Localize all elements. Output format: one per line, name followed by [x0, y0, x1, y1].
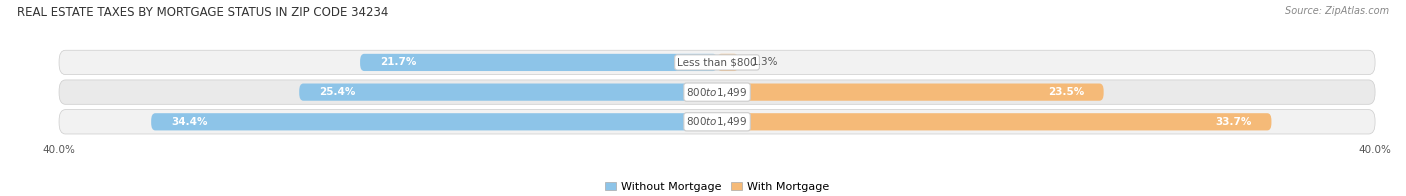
FancyBboxPatch shape [59, 80, 1375, 104]
Text: Less than $800: Less than $800 [678, 57, 756, 67]
FancyBboxPatch shape [360, 54, 717, 71]
FancyBboxPatch shape [59, 110, 1375, 134]
Text: Source: ZipAtlas.com: Source: ZipAtlas.com [1285, 6, 1389, 16]
FancyBboxPatch shape [717, 54, 738, 71]
FancyBboxPatch shape [299, 83, 717, 101]
FancyBboxPatch shape [717, 83, 1104, 101]
FancyBboxPatch shape [717, 113, 1271, 130]
Text: 25.4%: 25.4% [319, 87, 356, 97]
Text: 23.5%: 23.5% [1047, 87, 1084, 97]
Text: 1.3%: 1.3% [752, 57, 778, 67]
Text: 34.4%: 34.4% [172, 117, 208, 127]
Text: 21.7%: 21.7% [380, 57, 416, 67]
Text: $800 to $1,499: $800 to $1,499 [686, 115, 748, 128]
Text: REAL ESTATE TAXES BY MORTGAGE STATUS IN ZIP CODE 34234: REAL ESTATE TAXES BY MORTGAGE STATUS IN … [17, 6, 388, 19]
Text: $800 to $1,499: $800 to $1,499 [686, 86, 748, 99]
Legend: Without Mortgage, With Mortgage: Without Mortgage, With Mortgage [600, 177, 834, 196]
FancyBboxPatch shape [59, 50, 1375, 75]
Text: 33.7%: 33.7% [1215, 117, 1251, 127]
FancyBboxPatch shape [152, 113, 717, 130]
